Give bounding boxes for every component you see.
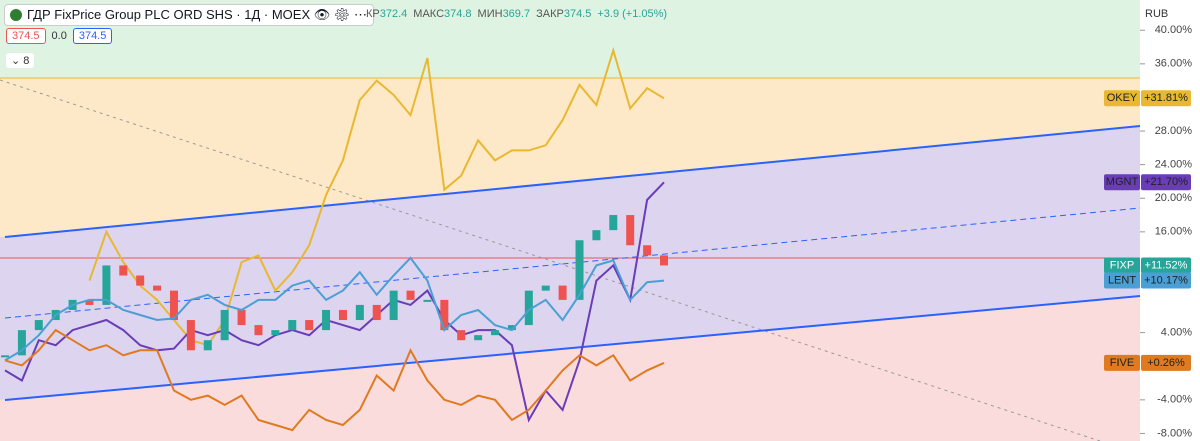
spread: 0.0 bbox=[51, 30, 67, 42]
channel-lower bbox=[4, 295, 1141, 401]
candle bbox=[271, 330, 280, 336]
series-name: LENT bbox=[1108, 274, 1136, 286]
y-tick-label: -8.00% bbox=[1157, 427, 1192, 439]
ohlc-label: МИН bbox=[477, 8, 503, 20]
candle bbox=[322, 309, 331, 331]
candle bbox=[254, 325, 263, 336]
candle bbox=[186, 320, 195, 351]
ohlc-label: МАКС bbox=[413, 8, 445, 20]
symbol-header[interactable]: ГДР FixPrice Group PLC ORD SHS · 1Д · MO… bbox=[4, 4, 374, 26]
series-line bbox=[4, 181, 665, 423]
ohlc-label: ЗАКР bbox=[536, 8, 564, 20]
ohlc-label: КР bbox=[366, 8, 380, 20]
candle bbox=[85, 299, 94, 305]
candle bbox=[34, 320, 43, 331]
candle bbox=[136, 275, 145, 286]
series-value-badge bbox=[1141, 272, 1191, 289]
channel-upper bbox=[4, 125, 1141, 238]
candle bbox=[457, 330, 466, 341]
candle bbox=[558, 285, 567, 300]
ohlc-value: 372.4 bbox=[379, 8, 408, 20]
series-badge bbox=[1104, 90, 1140, 107]
change: +3.9 (+1.05%) bbox=[597, 8, 668, 20]
candle bbox=[220, 309, 229, 341]
ohlc-value: 374.8 bbox=[444, 8, 472, 20]
candle bbox=[102, 265, 111, 305]
candle bbox=[389, 290, 398, 321]
series-value-badge bbox=[1141, 174, 1191, 191]
indicators-toggle[interactable]: ⌄ 8 bbox=[6, 53, 35, 68]
series-badge bbox=[1104, 354, 1140, 371]
candle bbox=[524, 290, 533, 326]
y-tick-label: -4.00% bbox=[1157, 394, 1192, 406]
y-tick-label: 20.00% bbox=[1155, 192, 1193, 204]
series-name: FIVE bbox=[1110, 357, 1134, 369]
candle bbox=[423, 299, 432, 302]
series-value-label: +31.81% bbox=[1144, 92, 1188, 104]
series-value-badge bbox=[1141, 257, 1191, 274]
candle bbox=[626, 215, 635, 246]
candle bbox=[288, 320, 297, 331]
candle bbox=[507, 325, 516, 331]
candle bbox=[355, 304, 364, 321]
y-tick-label: 36.00% bbox=[1155, 58, 1193, 70]
ohlc-value: 369.7 bbox=[502, 8, 531, 20]
ohlc-value: 374.5 bbox=[563, 8, 592, 20]
candle bbox=[541, 285, 550, 291]
candle bbox=[406, 290, 415, 300]
zone-orange bbox=[0, 78, 1140, 237]
series-badge bbox=[1104, 257, 1140, 274]
series-value-label: +11.52% bbox=[1145, 259, 1188, 271]
ask-price[interactable]: 374.5 bbox=[72, 28, 113, 44]
candle bbox=[169, 290, 178, 321]
series-line bbox=[88, 46, 665, 347]
series-name: OKEY bbox=[1107, 92, 1138, 104]
y-tick-label: 4.00% bbox=[1161, 327, 1192, 339]
series-line bbox=[4, 256, 665, 362]
candle bbox=[1, 355, 9, 358]
candle bbox=[119, 265, 128, 276]
candle bbox=[153, 285, 162, 291]
candle bbox=[338, 309, 347, 321]
candle bbox=[237, 309, 246, 326]
bid-price[interactable]: 374.5 bbox=[6, 28, 46, 44]
y-tick-label: 40.00% bbox=[1155, 24, 1193, 36]
symbol-title: ГДР FixPrice Group PLC ORD SHS · 1Д · MO… bbox=[27, 7, 311, 22]
series-value-badge bbox=[1141, 354, 1191, 371]
ohlc-readout: КР372.4 МАКС374.8 МИН369.7 ЗАКР374.5 +3.9 (+… bbox=[366, 8, 673, 20]
series-line bbox=[4, 328, 665, 432]
candle bbox=[643, 245, 652, 256]
y-tick-label: 24.00% bbox=[1155, 159, 1193, 171]
candle bbox=[372, 304, 381, 321]
candle bbox=[609, 215, 618, 231]
zone-red bbox=[0, 296, 1140, 441]
series-value-label: +0.26% bbox=[1147, 357, 1185, 369]
candle bbox=[305, 320, 314, 331]
currency[interactable]: RUB bbox=[1145, 8, 1169, 20]
candle bbox=[575, 240, 584, 300]
series-value-badge bbox=[1141, 90, 1191, 107]
series-value-label: +21.70% bbox=[1144, 176, 1188, 188]
series-name: MGNT bbox=[1106, 176, 1139, 188]
price-row: 374.5 0.0 374.5 bbox=[6, 28, 113, 44]
series-badge bbox=[1104, 174, 1140, 191]
candle bbox=[440, 299, 449, 331]
y-tick-label: 28.00% bbox=[1155, 125, 1193, 137]
series-badge bbox=[1104, 272, 1140, 289]
y-tick-label: 16.00% bbox=[1155, 226, 1193, 238]
indicators-count: 8 bbox=[23, 55, 30, 67]
candle bbox=[491, 330, 500, 336]
candle bbox=[592, 230, 601, 241]
series-name: FIXP bbox=[1110, 259, 1134, 271]
candle bbox=[203, 340, 212, 351]
candle bbox=[660, 255, 668, 266]
candle bbox=[17, 330, 26, 356]
candle bbox=[474, 335, 483, 341]
series-value-label: +10.17% bbox=[1144, 274, 1188, 286]
